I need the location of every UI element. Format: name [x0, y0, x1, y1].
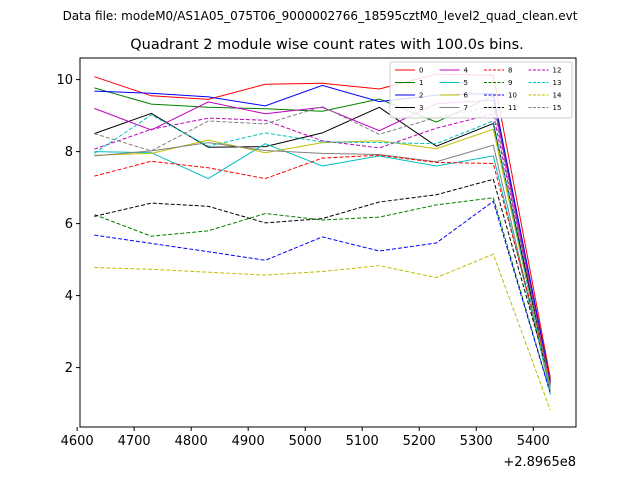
- x-tick-label: 5400: [517, 434, 550, 449]
- figure-suptitle: Data file: modeM0/AS1A05_075T06_90000027…: [63, 9, 578, 23]
- series-line-2: [94, 84, 551, 383]
- y-tick-label: 6: [65, 217, 73, 232]
- legend-label-10: 10: [508, 92, 517, 100]
- series-line-11: [94, 178, 551, 382]
- legend-label-15: 15: [553, 104, 562, 112]
- plot-area: [94, 73, 551, 411]
- legend-label-11: 11: [508, 104, 517, 112]
- legend-label-0: 0: [419, 67, 423, 75]
- series-line-5: [94, 143, 551, 388]
- x-tick-label: 4800: [175, 434, 208, 449]
- series-line-7: [94, 142, 551, 392]
- series-line-9: [94, 197, 551, 393]
- x-offset-label: +2.8965e8: [503, 455, 576, 470]
- legend-label-5: 5: [464, 79, 468, 87]
- x-tick-label: 5300: [460, 434, 493, 449]
- axes-frame: [79, 57, 577, 428]
- x-tick-label: 4700: [118, 434, 151, 449]
- legend-label-2: 2: [419, 92, 423, 100]
- series-line-14: [94, 253, 551, 411]
- x-tick-label: 4900: [232, 434, 265, 449]
- legend-label-3: 3: [419, 104, 423, 112]
- legend-box: [389, 61, 573, 119]
- series-line-10: [94, 200, 551, 394]
- y-tick-label: 8: [65, 145, 73, 160]
- series-line-1: [94, 87, 551, 381]
- series-line-13: [94, 114, 551, 395]
- legend-label-4: 4: [464, 67, 469, 75]
- series-line-8: [94, 154, 551, 378]
- legend-label-7: 7: [464, 104, 468, 112]
- y-tick-label: 10: [56, 73, 73, 88]
- x-tick-label: 5200: [403, 434, 436, 449]
- legend-label-13: 13: [553, 79, 562, 87]
- x-tick-label: 5000: [289, 434, 322, 449]
- legend-label-9: 9: [508, 79, 512, 87]
- legend-label-14: 14: [553, 92, 562, 100]
- y-tick-label: 4: [65, 289, 73, 304]
- chart-title: Quadrant 2 module wise count rates with …: [130, 37, 524, 53]
- x-tick-label: 5100: [346, 434, 379, 449]
- y-tick-label: 2: [65, 361, 73, 376]
- legend-label-12: 12: [553, 67, 562, 75]
- axis-ticks: 4600 4700 4800 4900 5000 5100 5200 5300 5400 2 4 6 8…: [56, 73, 549, 449]
- series-line-6: [94, 128, 551, 390]
- legend-label-1: 1: [419, 79, 423, 87]
- series-line-3: [94, 106, 551, 384]
- legend-label-8: 8: [508, 67, 512, 75]
- x-tick-label: 4600: [61, 434, 94, 449]
- legend-label-6: 6: [464, 92, 469, 100]
- series-line-12: [94, 113, 551, 383]
